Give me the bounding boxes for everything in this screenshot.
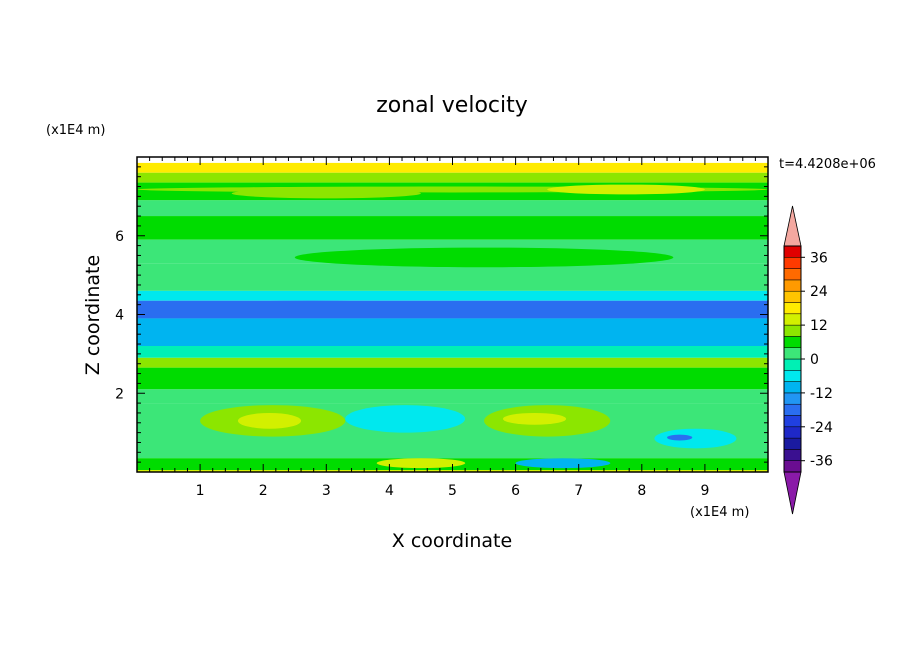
y-tick-label: 6 — [115, 229, 124, 245]
contour-feature — [345, 405, 466, 433]
contour-band — [137, 263, 768, 291]
colorbar-swatch — [783, 324, 802, 337]
contour-feature — [376, 458, 466, 469]
colorbar-swatch — [783, 437, 802, 450]
colorbar-tick-label: 12 — [810, 318, 828, 334]
colorbar-swatch — [783, 449, 802, 461]
colorbar-tick-label: -36 — [810, 454, 833, 470]
contour-band — [137, 346, 768, 358]
colorbar-tick-label: 24 — [810, 284, 828, 300]
contour-band — [137, 162, 768, 173]
x-tick-label: 9 — [700, 483, 709, 499]
x-tick-label: 4 — [385, 483, 394, 499]
colorbar-tick-label: 0 — [810, 352, 819, 368]
colorbar-tick-label: -12 — [810, 386, 833, 402]
colorbar-swatch — [783, 403, 802, 416]
x-tick-label: 3 — [322, 483, 331, 499]
contour-feature — [578, 306, 737, 315]
colorbar-swatch — [783, 415, 802, 428]
colorbar-swatch — [783, 347, 802, 360]
y-axis-label: Z coordinate — [82, 255, 104, 375]
contour-band — [137, 389, 768, 404]
x-tick-label: 7 — [574, 483, 583, 499]
colorbar-swatch — [783, 381, 802, 394]
x-unit-label: (x1E4 m) — [690, 505, 749, 520]
contour-band — [137, 200, 768, 217]
colorbar-swatch — [783, 290, 802, 303]
contour-band — [137, 216, 768, 240]
colorbar-swatch — [783, 426, 802, 439]
contour-feature — [515, 458, 611, 469]
x-tick-label: 6 — [511, 483, 520, 499]
x-axis-label: X coordinate — [392, 530, 512, 552]
colorbar-swatch — [783, 370, 802, 382]
y-unit-label: (x1E4 m) — [46, 123, 105, 138]
x-tick-label: 5 — [448, 483, 457, 499]
colorbar-swatch — [783, 268, 802, 281]
contour-band — [137, 172, 768, 183]
contour-feature — [667, 434, 693, 441]
colorbar-swatch — [783, 257, 802, 269]
colorbar-swatch — [783, 336, 802, 348]
colorbar-swatch — [783, 279, 802, 292]
axis-ticks: 1 2 3 4 5 6 7 8 9 2 4 6 — [115, 157, 768, 499]
contour-feature — [502, 412, 567, 425]
colorbar-swatch — [783, 245, 802, 258]
plot-area — [137, 162, 768, 472]
colorbar-swatch — [783, 302, 802, 315]
colorbar-tick-label: -24 — [810, 420, 833, 436]
colorbar-swatch — [783, 358, 802, 371]
contour-feature — [547, 184, 705, 195]
colorbar-swatch — [783, 460, 802, 473]
chart-title: zonal velocity — [376, 93, 528, 118]
colorbar-swatch — [783, 392, 802, 405]
x-tick-label: 2 — [259, 483, 268, 499]
colorbar-extend-low — [783, 471, 802, 515]
colorbar-tick-label: 36 — [810, 250, 828, 266]
colorbar-extend-high — [783, 205, 802, 247]
contour-band — [137, 367, 768, 390]
contour-feature — [237, 412, 302, 429]
y-tick-label: 4 — [115, 308, 124, 324]
contour-feature — [168, 300, 453, 317]
contour-feature — [231, 188, 421, 199]
y-tick-label: 2 — [115, 386, 124, 402]
x-tick-label: 8 — [637, 483, 646, 499]
x-tick-label: 1 — [196, 483, 205, 499]
time-label: t=4.4208e+06 — [779, 157, 876, 172]
contour-band — [137, 318, 768, 346]
contour-feature — [654, 428, 737, 449]
colorbar: 36 24 12 0 -12 -24 -36 — [783, 205, 833, 515]
contour-feature — [294, 247, 674, 268]
contour-band — [137, 357, 768, 368]
colorbar-swatch — [783, 313, 802, 326]
contour-band — [137, 290, 768, 301]
